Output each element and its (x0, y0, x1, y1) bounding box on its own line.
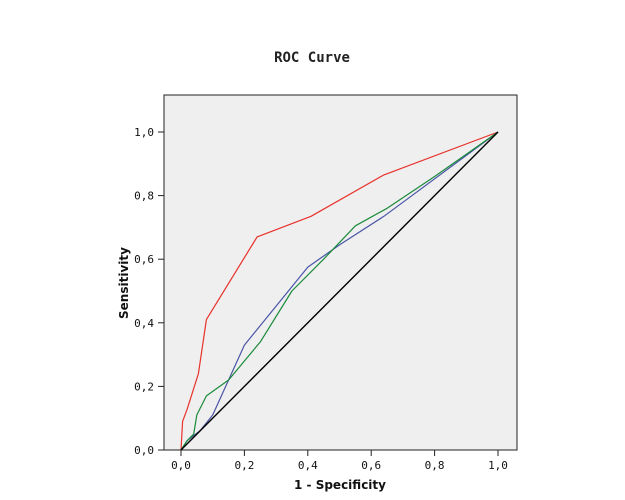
y-tick-label: 0,2 (134, 380, 154, 393)
y-tick-label: 0,4 (134, 317, 154, 330)
x-tick-label: 0,4 (298, 459, 318, 472)
y-axis: 0,0 0,2 0,4 0,6 0,8 1,0 (134, 126, 164, 457)
y-axis-label: Sensitivity (117, 247, 131, 319)
x-tick-label: 0,6 (361, 459, 381, 472)
y-tick-label: 1,0 (134, 126, 154, 139)
roc-series-line-2 (180, 131, 499, 451)
x-tick-label: 0,8 (425, 459, 445, 472)
x-tick-label: 1,0 (488, 459, 508, 472)
plot-area (163, 94, 518, 451)
roc-series-line-4 (180, 131, 499, 451)
y-tick-label: 0,8 (134, 190, 154, 203)
x-tick-label: 0,2 (234, 459, 254, 472)
x-axis-label: 1 - Specificity (294, 478, 386, 492)
y-tick-label: 0,0 (134, 444, 154, 457)
roc-series-line-3 (180, 131, 499, 451)
series-layer (180, 131, 499, 451)
roc-series-line-1 (180, 131, 499, 451)
chart-title: ROC Curve (274, 50, 350, 66)
x-tick-label: 0,0 (171, 459, 191, 472)
x-axis: 0,0 0,2 0,4 0,6 0,8 1,0 (171, 450, 508, 472)
y-tick-label: 0,6 (134, 253, 154, 266)
